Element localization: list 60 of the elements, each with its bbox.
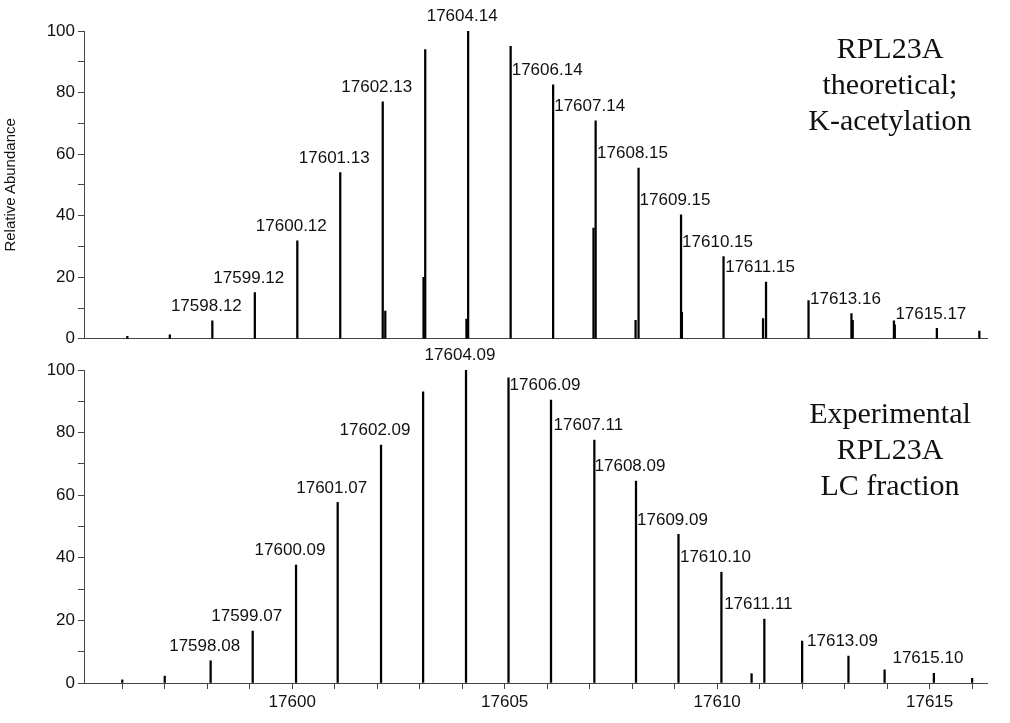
annotation: RPL23A theoretical; K-acetylation [807,30,973,138]
y-tick-label: 80 [56,422,75,442]
annotation: 17604.14 [426,6,498,26]
y-tick-label: 0 [65,328,75,348]
annotation: 17607.11 [553,415,624,435]
annotation: 17608.15 [597,143,668,163]
annotation: 17610.10 [679,547,751,567]
bar [722,256,725,339]
annotation: 17608.09 [594,456,666,476]
annotation: 17599.07 [211,606,283,626]
annotation: 17599.12 [213,267,285,287]
y-tick-label: 60 [56,143,75,163]
bar [847,655,850,683]
bar [677,534,680,683]
bar [750,673,753,683]
bar [209,660,212,683]
y-tick-label: 0 [65,672,75,692]
annotation: 17602.13 [341,76,413,96]
y-tick-label: 40 [56,205,75,225]
annotation: 17613.16 [809,288,881,308]
annotation: 17598.12 [170,296,242,316]
annotation: 17598.08 [169,635,241,655]
annotation: 17610.15 [682,231,753,251]
annotation: 17613.09 [807,631,878,651]
bar [971,677,974,683]
x-tick-label: 17610 [693,691,741,711]
annotation: 17615.10 [892,648,964,668]
bar [637,167,640,339]
x-tick-label: 17605 [481,691,529,711]
bar [932,672,936,683]
y-tick-label: 60 [56,484,75,504]
annotation: 17607.14 [554,96,626,116]
annotation: 17611.11 [724,594,793,614]
bar [594,120,597,339]
annotation: 17601.13 [298,147,370,167]
y-tick-label: 20 [56,610,75,630]
x-tick-label: 17600 [268,691,316,711]
y-tick-label: 40 [56,547,75,567]
bar [807,300,810,339]
y-axis-title: Relative Abundance [1,118,19,252]
annotation: Experimental RPL23A LC fraction [808,395,972,503]
annotation: 17600.12 [255,216,327,236]
annotation: 17606.09 [509,375,581,395]
annotation: 17615.17 [895,303,967,323]
bar [507,377,510,683]
y-tick-label: 80 [56,82,75,102]
annotation: 17611.15 [725,257,795,277]
annotation: 17609.09 [637,509,708,529]
bar [883,669,886,683]
x-tick-label: 17615 [905,691,954,711]
y-tick-label: 100 [46,20,75,40]
annotation: 17606.14 [511,60,583,80]
y-tick-label: 100 [46,359,75,379]
bar [720,571,723,683]
annotation: 17601.07 [296,477,368,497]
annotation: 17609.15 [639,189,711,209]
annotation: 17604.09 [424,345,496,365]
annotation: 17602.09 [339,420,411,440]
annotation: 17600.09 [254,540,326,560]
y-tick-label: 20 [56,266,75,286]
